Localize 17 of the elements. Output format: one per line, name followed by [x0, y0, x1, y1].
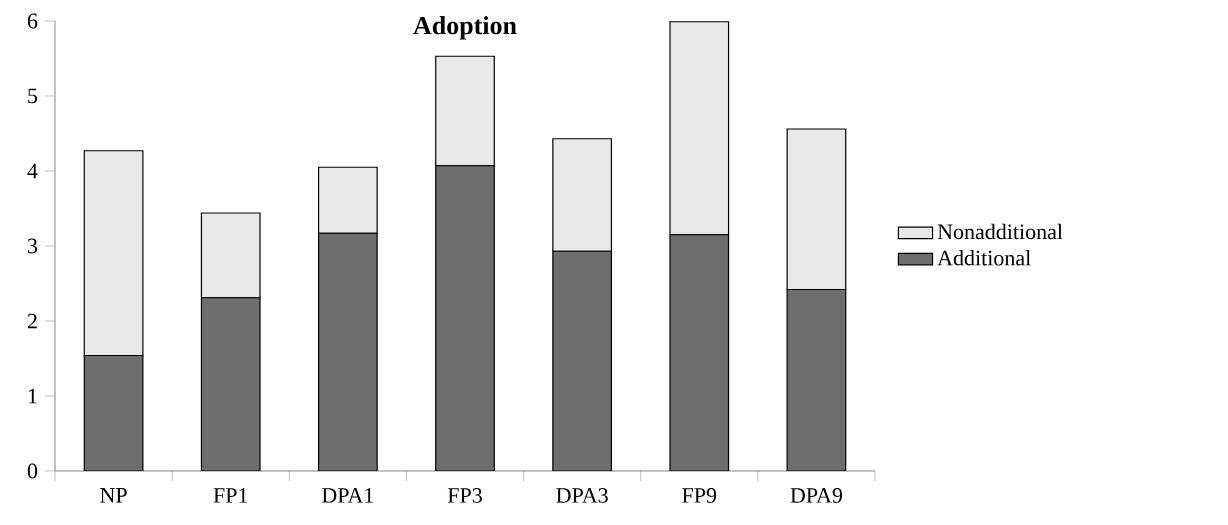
y-tick-label: 0: [27, 463, 38, 479]
x-tick-label: FP1: [213, 488, 248, 503]
y-tick-label: 2: [27, 313, 37, 329]
chart-title: Adoption: [413, 16, 517, 40]
legend-label: Nonadditional: [937, 223, 1063, 240]
legend-label: Additional: [937, 250, 1031, 266]
x-tick-label: DPA9: [790, 488, 843, 503]
x-tick-label: FP3: [447, 488, 482, 503]
y-tick-label: 5: [28, 88, 38, 104]
x-tick-label: FP9: [682, 488, 717, 503]
y-tick-label: 6: [27, 13, 38, 29]
x-tick-label: NP: [100, 488, 127, 503]
x-tick-label: DPA1: [322, 488, 374, 503]
x-tick-label: DPA3: [556, 488, 608, 503]
y-tick-label: 3: [28, 238, 38, 254]
y-tick-label: 1: [28, 388, 37, 404]
y-tick-label: 4: [27, 163, 38, 179]
